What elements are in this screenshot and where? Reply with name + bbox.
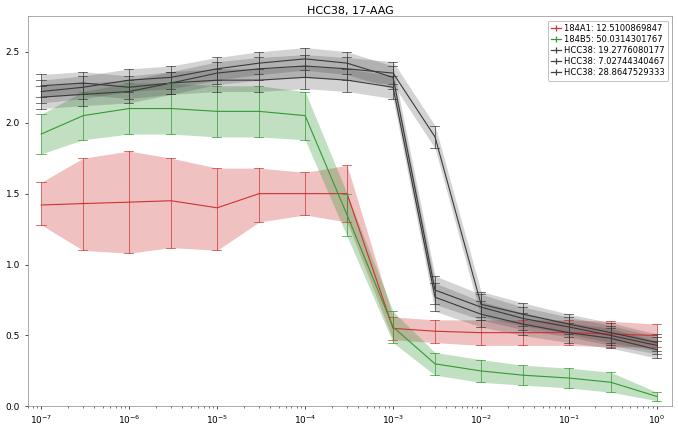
Title: HCC38, 17-AAG: HCC38, 17-AAG xyxy=(306,6,393,16)
Legend: 184A1: 12.5100869847, 184B5: 50.0314301767, HCC38: 19.2776080177, HCC38: 7.02744: 184A1: 12.5100869847, 184B5: 50.03143017… xyxy=(548,20,669,80)
